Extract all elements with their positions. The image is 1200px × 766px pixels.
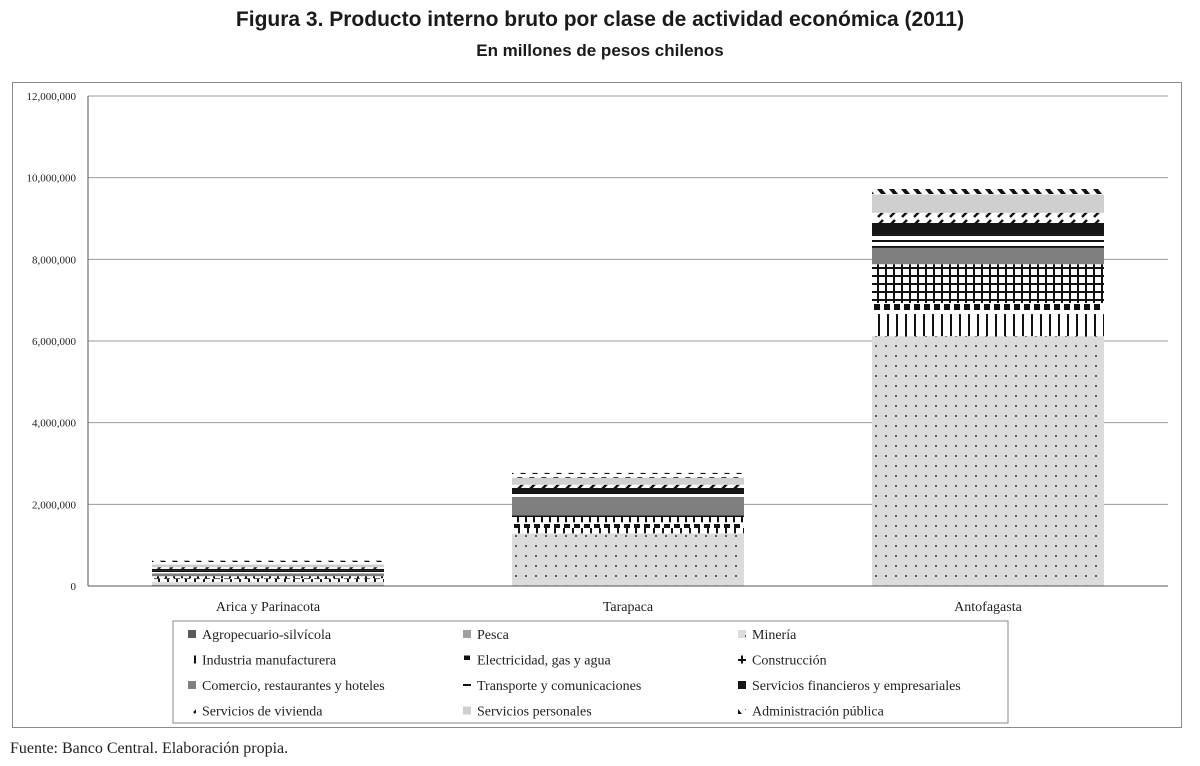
legend-label: Construcción — [752, 654, 827, 669]
legend-label: Transporte y comunicaciones — [477, 679, 641, 694]
bar-segment — [152, 570, 384, 574]
bar-segment — [152, 585, 384, 586]
bar-segment — [152, 573, 384, 577]
legend-swatch — [188, 706, 196, 715]
bar-segment — [872, 247, 1104, 265]
legend-swatch — [738, 655, 746, 664]
legend-swatch — [738, 706, 746, 715]
bar-segment — [512, 496, 744, 516]
bar-segment — [512, 515, 744, 523]
x-tick-label: Tarapaca — [603, 600, 654, 615]
y-tick-label: 6,000,000 — [32, 336, 77, 348]
legend-swatch — [188, 655, 196, 664]
legend-label: Electricidad, gas y agua — [477, 654, 612, 669]
bar-segment — [152, 564, 384, 568]
legend-label: Agropecuario-silvícola — [202, 628, 332, 643]
legend-swatch — [738, 681, 746, 689]
x-tick-label: Antofagasta — [954, 600, 1022, 615]
stacked-bar-chart: 0 2,000,000 4,000,000 6,000,000 8,000,000 10,… — [27, 91, 1168, 724]
bar-segment — [512, 488, 744, 493]
legend-label: Servicios personales — [477, 705, 592, 720]
bar-segment — [872, 336, 1104, 586]
y-tick-label: 0 — [71, 581, 77, 593]
legend-label: Servicios de vivienda — [202, 705, 323, 720]
chart-title: Figura 3. Producto interno bruto por cla… — [235, 8, 965, 31]
y-tick-label: 12,000,000 — [27, 91, 77, 103]
bar-segment — [152, 579, 384, 582]
bar-segment — [872, 314, 1104, 337]
source-note: Fuente: Banco Central. Elaboración propi… — [10, 740, 289, 757]
legend: Agropecuario-silvícola Pesca Minería Indust… — [172, 620, 1009, 724]
bar-segment — [512, 492, 744, 497]
legend-label: Administración pública — [752, 705, 885, 720]
bar-segment — [872, 303, 1104, 315]
bar-segment — [512, 533, 744, 586]
legend-swatch — [463, 630, 471, 638]
legend-swatch — [188, 681, 196, 689]
x-tick-label: Arica y Parinacota — [216, 600, 321, 615]
legend-swatch — [738, 630, 746, 638]
legend-label: Minería — [752, 628, 797, 643]
bar-segment — [512, 477, 744, 485]
legend-label: Industria manufacturera — [202, 654, 337, 669]
legend-label: Comercio, restaurantes y hoteles — [202, 679, 385, 694]
y-axis: 0 2,000,000 4,000,000 6,000,000 8,000,000 10,… — [27, 91, 89, 593]
y-tick-label: 10,000,000 — [27, 173, 77, 185]
y-tick-label: 4,000,000 — [32, 418, 77, 430]
bar-segment — [152, 568, 384, 571]
bar-segment — [872, 194, 1104, 213]
bar-segment — [872, 212, 1104, 223]
legend-swatch — [463, 706, 471, 715]
bar-segment — [512, 528, 744, 534]
bar-segment — [152, 578, 384, 580]
bar-segment — [152, 567, 384, 569]
bar-segment — [512, 484, 744, 488]
x-axis: Arica y Parinacota Tarapaca Antofagasta — [216, 600, 1023, 615]
legend-label: Servicios financieros y empresariales — [752, 679, 961, 694]
bar-segment — [872, 234, 1104, 248]
legend-box — [172, 620, 1009, 724]
legend-swatch — [463, 655, 471, 664]
bars — [152, 188, 1104, 586]
bar-segment — [152, 576, 384, 579]
bar-segment — [872, 222, 1104, 235]
chart-subtitle: En millones de pesos chilenos — [476, 41, 724, 60]
gridlines — [88, 95, 1168, 587]
bar-segment — [872, 188, 1104, 195]
legend-label: Pesca — [477, 628, 510, 643]
legend-swatch — [188, 630, 196, 638]
bar-segment — [152, 560, 384, 565]
y-tick-label: 8,000,000 — [32, 254, 77, 266]
bar-segment — [872, 264, 1104, 304]
bar-segment — [512, 522, 744, 529]
bar-segment — [152, 581, 384, 585]
chart-frame: 0 2,000,000 4,000,000 6,000,000 8,000,000 10,… — [12, 82, 1182, 728]
legend-swatch — [463, 681, 471, 689]
bar-segment — [512, 472, 744, 478]
y-tick-label: 2,000,000 — [32, 499, 77, 511]
